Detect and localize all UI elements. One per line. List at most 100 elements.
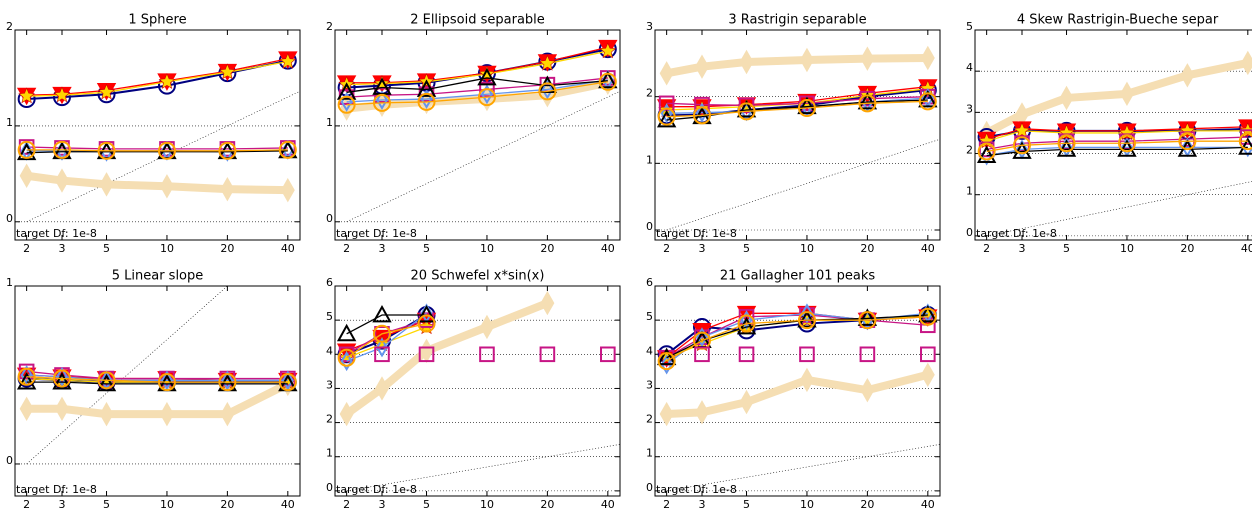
marker	[920, 45, 935, 71]
marker	[97, 141, 116, 160]
reference-line	[666, 138, 940, 231]
x-tick-label: 20	[220, 498, 234, 511]
marker	[158, 72, 176, 89]
y-tick-label: 0	[966, 226, 973, 239]
x-tick-label: 20	[1180, 242, 1194, 255]
x-tick-label: 2	[663, 242, 670, 255]
marker	[98, 83, 115, 100]
series-line	[344, 299, 549, 418]
y-tick-label: 0	[6, 454, 13, 467]
series-line	[346, 322, 427, 359]
marker	[337, 348, 356, 367]
series-group	[656, 303, 938, 427]
series-line	[986, 130, 1248, 142]
marker	[920, 317, 936, 334]
y-tick-label: 1	[326, 447, 333, 460]
marker	[858, 311, 877, 330]
x-tick-label: 2	[663, 498, 670, 511]
x-tick-label: 3	[698, 498, 705, 511]
marker	[598, 72, 617, 91]
plot-frame	[654, 285, 941, 497]
marker	[372, 93, 391, 112]
marker	[99, 401, 114, 427]
marker	[539, 54, 556, 71]
series-line	[666, 89, 928, 117]
marker	[797, 99, 816, 117]
marker	[375, 376, 389, 401]
panel: 3 Rastrigin separable 0 1 2 3 2 3 5 10 20 40 target…	[646, 13, 941, 255]
marker	[1056, 139, 1077, 157]
x-tick-label: 3	[378, 242, 385, 255]
y-tick-label: 3	[646, 378, 653, 391]
panel-title: 20 Schwefel x*sin(x)	[411, 269, 545, 284]
marker	[1013, 122, 1031, 138]
x-tick-label: 20	[860, 498, 874, 511]
marker	[17, 140, 36, 159]
marker	[1240, 50, 1252, 76]
marker	[857, 308, 878, 326]
marker	[799, 367, 814, 393]
x-tick-label: 20	[540, 498, 554, 511]
marker	[657, 107, 676, 126]
marker	[337, 95, 356, 114]
x-tick-label: 5	[423, 498, 430, 511]
marker	[694, 346, 710, 363]
marker	[918, 89, 938, 108]
series-line	[986, 126, 1248, 140]
x-tick-label: 40	[1241, 242, 1252, 255]
y-tick-label: 6	[326, 276, 333, 289]
series-line	[26, 150, 288, 154]
series-line	[26, 376, 288, 383]
series-group	[336, 39, 618, 121]
marker	[340, 351, 353, 372]
marker	[1059, 85, 1074, 111]
marker	[598, 70, 618, 89]
marker	[416, 304, 437, 323]
panel-title: 4 Skew Rastrigin-Bueche separ	[1017, 13, 1219, 28]
marker	[374, 87, 390, 104]
marker	[477, 88, 496, 107]
x-tick-label: 2	[343, 498, 350, 511]
marker	[374, 346, 390, 363]
y-tick-label: 5	[326, 310, 333, 323]
x-tick-label: 40	[601, 242, 615, 255]
marker	[695, 54, 709, 79]
plot-frame	[974, 29, 1252, 241]
marker	[96, 373, 117, 392]
marker	[692, 106, 711, 125]
series-group	[336, 290, 616, 427]
x-tick-label: 2	[343, 242, 350, 255]
marker	[159, 174, 174, 199]
marker	[280, 177, 295, 203]
marker	[659, 401, 674, 427]
marker	[281, 370, 294, 391]
marker	[857, 91, 878, 110]
marker	[160, 370, 173, 391]
marker	[19, 396, 34, 422]
x-tick-label: 20	[860, 242, 874, 255]
annotation: target Df: 1e-8	[336, 483, 417, 496]
marker	[1117, 139, 1137, 157]
marker	[220, 401, 235, 427]
marker	[159, 401, 174, 427]
marker	[800, 303, 813, 324]
x-tick-label: 5	[743, 242, 750, 255]
x-tick-label: 10	[480, 242, 494, 255]
series-line	[26, 149, 288, 152]
marker	[1012, 136, 1031, 155]
x-tick-label: 3	[58, 498, 65, 511]
marker	[157, 141, 176, 160]
y-tick-label: 2	[646, 87, 653, 100]
marker	[372, 304, 392, 323]
y-tick-label: 0	[646, 481, 653, 494]
marker	[797, 96, 817, 115]
x-tick-label: 10	[480, 498, 494, 511]
marker	[797, 311, 816, 330]
marker	[920, 362, 935, 387]
marker	[20, 365, 33, 385]
y-tick-label: 6	[646, 276, 653, 289]
marker	[799, 47, 814, 73]
marker	[221, 370, 234, 391]
marker	[18, 87, 35, 104]
marker	[920, 346, 936, 363]
